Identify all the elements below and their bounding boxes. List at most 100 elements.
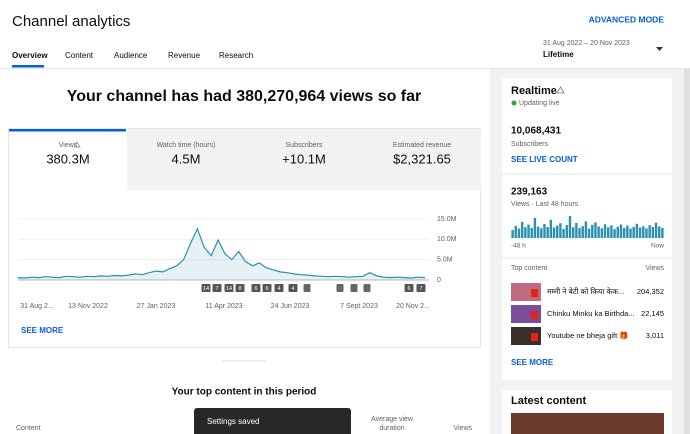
bar xyxy=(587,228,591,238)
row-views: 3,011 xyxy=(646,331,664,340)
bar xyxy=(661,227,664,238)
annotation-marker xyxy=(201,284,211,292)
view-count: 239,163 xyxy=(511,187,548,198)
bar xyxy=(568,216,572,238)
y-tick-label: 15.0M xyxy=(437,216,457,223)
annotation-icon xyxy=(363,284,371,292)
row-views: 204,352 xyxy=(637,287,664,296)
bar xyxy=(540,228,543,238)
bar xyxy=(616,226,619,238)
annotation-marker xyxy=(416,284,426,292)
period[interactable]: Lifetime xyxy=(543,50,574,59)
section-title: Your top content in this period xyxy=(172,387,317,398)
see-more[interactable]: SEE MORE xyxy=(511,358,554,367)
bar xyxy=(527,224,530,238)
annotation-marker xyxy=(288,284,298,292)
annotation-count: 7 xyxy=(215,286,218,292)
date-range[interactable]: 31 Aug 2022 – 20 Nov 2023 xyxy=(543,40,630,47)
bar xyxy=(619,224,623,238)
short-badge xyxy=(531,311,538,319)
annotation-marker xyxy=(212,284,222,292)
bar xyxy=(654,222,658,238)
annotation-marker xyxy=(251,284,261,292)
toast xyxy=(194,408,351,434)
short-badge xyxy=(531,333,538,341)
tab[interactable]: Content xyxy=(65,51,94,60)
tab[interactable]: Research xyxy=(219,51,253,60)
bar xyxy=(578,228,581,238)
bar xyxy=(629,228,632,238)
subscriber-label: Subscribers xyxy=(511,141,548,148)
advanced-mode[interactable]: ADVANCED MODE xyxy=(589,14,665,24)
annotation-marker xyxy=(274,284,284,292)
short-badge xyxy=(531,289,538,297)
row-title: मम्मी ने बेटी को किया केक... xyxy=(547,287,624,296)
see-more[interactable]: SEE MORE xyxy=(21,326,64,335)
bar xyxy=(626,225,629,238)
bar xyxy=(658,226,661,238)
annotation-icon xyxy=(350,284,358,292)
bar xyxy=(600,228,604,238)
column-header: Views xyxy=(453,425,472,432)
thumbnail[interactable] xyxy=(511,413,664,434)
bar xyxy=(648,225,651,238)
bar xyxy=(552,227,556,238)
bar xyxy=(556,225,559,238)
row-title: Chinku Minku ka Birthda... xyxy=(547,309,635,318)
summary: Your channel has had 380,270,964 views s… xyxy=(67,88,422,105)
dropdown-arrow[interactable] xyxy=(656,47,663,51)
metric-value: +10.1M xyxy=(282,151,326,166)
metric-value: 4.5M xyxy=(172,151,201,166)
metric-label: Subscribers xyxy=(286,142,323,149)
area xyxy=(18,228,425,280)
bar xyxy=(543,224,546,238)
annotation-marker xyxy=(262,284,272,292)
tab[interactable]: Audience xyxy=(114,51,148,60)
bar xyxy=(610,225,613,238)
metric-label: Watch time (hours) xyxy=(157,142,216,149)
bar xyxy=(594,222,597,238)
metric-label: Views xyxy=(59,142,78,149)
annotation-marker xyxy=(235,284,245,292)
bar xyxy=(530,227,533,238)
bar xyxy=(597,226,600,238)
tab-underline xyxy=(12,65,44,68)
bar xyxy=(581,226,584,238)
bar xyxy=(524,227,527,238)
scrollbar xyxy=(684,69,690,434)
annotation-count: 6 xyxy=(265,286,268,292)
column-header: Content xyxy=(16,425,41,432)
live-status: Updating live xyxy=(519,100,560,107)
bar xyxy=(511,229,514,238)
bar xyxy=(520,221,524,238)
annotation-count: 4 xyxy=(291,286,294,292)
y-tick-label: 0 xyxy=(437,277,441,284)
annotation-count: 8 xyxy=(238,286,241,292)
axis-label: Now xyxy=(651,243,664,250)
bar xyxy=(642,226,645,238)
x-tick-label: 11 Apr 2023 xyxy=(205,303,242,310)
line xyxy=(17,227,426,279)
bar xyxy=(607,227,610,238)
bar xyxy=(645,228,648,238)
tab[interactable]: Revenue xyxy=(168,51,201,60)
see-live-count[interactable]: SEE LIVE COUNT xyxy=(511,155,578,164)
tab[interactable]: Overview xyxy=(12,51,48,60)
x-tick-label: 27 Jan 2023 xyxy=(137,303,176,310)
bar xyxy=(562,228,565,238)
annotation-marker xyxy=(224,284,234,292)
views-label: Views · Last 48 hours xyxy=(511,201,579,208)
bar xyxy=(603,224,607,238)
top-content-label: Top content xyxy=(511,265,547,272)
bar xyxy=(622,227,626,238)
bar xyxy=(559,223,562,238)
realtime-title: Realtime xyxy=(511,85,557,97)
metric-tab-selected xyxy=(9,129,126,132)
bar xyxy=(571,227,575,238)
metric-tab-bg xyxy=(363,129,481,190)
bar xyxy=(565,225,568,238)
bar xyxy=(651,227,655,238)
metric-value: 380.3M xyxy=(46,151,89,166)
